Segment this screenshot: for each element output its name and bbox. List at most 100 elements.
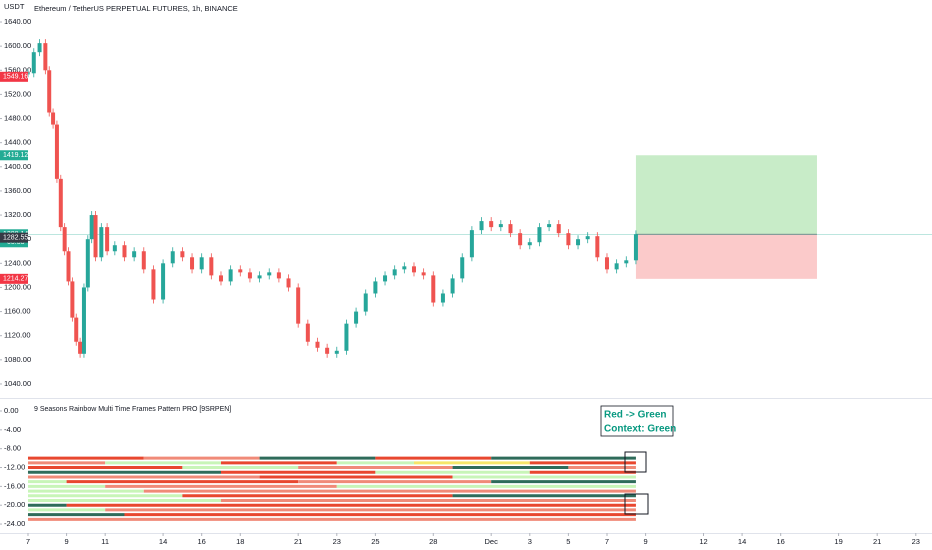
y-tick-label: 1200.00	[4, 282, 31, 291]
candle-body	[585, 236, 590, 240]
candle-body	[199, 257, 204, 270]
candle-body	[31, 52, 36, 74]
candle-body	[479, 221, 484, 231]
x-tick-label: 14	[159, 537, 167, 546]
candle-body	[421, 272, 426, 276]
x-tick-label: 23	[333, 537, 341, 546]
x-tick-label: 7	[26, 537, 30, 546]
candle-body	[527, 242, 532, 246]
x-tick-label: 12	[699, 537, 707, 546]
y-tick-label: 1560.00	[4, 65, 31, 74]
candle-body	[595, 236, 600, 258]
y-tick-label: 1440.00	[4, 138, 31, 147]
candle-body	[93, 215, 98, 258]
candle-body	[624, 260, 629, 264]
candle-body	[54, 124, 59, 179]
candle-body	[112, 245, 117, 252]
candle-body	[354, 311, 359, 324]
candle-body	[132, 251, 137, 258]
highlight-box	[624, 493, 649, 515]
candle-body	[267, 272, 272, 276]
signal-box	[600, 405, 674, 437]
candle-body	[81, 287, 86, 354]
x-tick-label: 28	[429, 537, 437, 546]
y-tick-label: -24.00	[4, 519, 25, 528]
candle-body	[402, 266, 407, 270]
y-tick-label: 1320.00	[4, 210, 31, 219]
candle-body	[286, 278, 291, 288]
x-tick-label: 16	[198, 537, 206, 546]
candle-body	[276, 272, 281, 279]
candle-body	[170, 251, 175, 264]
price-tag	[0, 71, 28, 82]
candle-body	[498, 224, 503, 228]
candle-body	[614, 263, 619, 270]
candle-body	[89, 215, 94, 240]
y-tick-label: 0.00	[4, 406, 19, 415]
candle-body	[151, 269, 156, 300]
context-text: Context: Green	[604, 424, 676, 435]
candle-body	[518, 233, 523, 246]
price-tag-label: 1419.12	[3, 152, 28, 159]
candle-body	[74, 317, 79, 342]
candle-body	[604, 257, 609, 270]
y-tick-label: -12.00	[4, 463, 25, 472]
candle-body	[469, 230, 474, 258]
candle-body	[392, 269, 397, 276]
candle-body	[47, 70, 52, 113]
x-tick-label: 14	[738, 537, 746, 546]
candle-body	[373, 281, 378, 294]
candle-body	[344, 323, 349, 351]
price-tag-label: 1282.55	[3, 234, 28, 241]
price-tag	[0, 150, 28, 161]
candle-body	[547, 224, 552, 228]
candle-body	[440, 293, 445, 303]
candle-body	[99, 227, 104, 258]
x-tick-label: 3	[528, 537, 532, 546]
chart-title: Ethereum / TetherUS PERPETUAL FUTURES, 1…	[34, 4, 238, 13]
candle-body	[228, 269, 233, 282]
candle-body	[78, 341, 83, 354]
y-tick-label: 1480.00	[4, 114, 31, 123]
candle-body	[450, 278, 455, 294]
x-tick-label: 23	[912, 537, 920, 546]
x-tick-label: Dec	[485, 537, 499, 546]
candle-body	[633, 234, 638, 261]
loss-zone	[635, 234, 817, 279]
x-tick-label: 9	[64, 537, 68, 546]
candle-body	[305, 323, 310, 342]
x-tick-label: 7	[605, 537, 609, 546]
y-tick-label: 1640.00	[4, 17, 31, 26]
profit-zone	[635, 155, 817, 235]
price-tag	[0, 273, 28, 284]
candle-body	[460, 257, 465, 279]
candle-body	[363, 293, 368, 312]
candle-body	[489, 221, 494, 228]
candle-body	[209, 257, 214, 276]
x-tick-label: 11	[101, 537, 109, 546]
candle-body	[43, 43, 48, 71]
y-axis-unit: USDT	[4, 2, 25, 11]
candle-body	[537, 227, 542, 243]
candle-body	[315, 341, 320, 348]
candle-body	[105, 227, 110, 252]
x-tick-label: 9	[644, 537, 648, 546]
y-tick-label: -4.00	[4, 425, 21, 434]
candle-body	[218, 275, 223, 282]
candle-body	[62, 227, 67, 252]
y-tick-label: 1400.00	[4, 162, 31, 171]
candle-body	[122, 245, 127, 258]
x-tick-label: 16	[777, 537, 785, 546]
candle-body	[296, 287, 301, 324]
x-tick-label: 19	[834, 537, 842, 546]
candle-body	[325, 347, 330, 354]
candle-body	[411, 266, 416, 273]
candle-body	[85, 239, 90, 288]
y-tick-label: 1040.00	[4, 379, 31, 388]
candle-body	[70, 281, 75, 318]
x-tick-label: 21	[873, 537, 881, 546]
candle-body	[431, 275, 436, 303]
candle-body	[37, 43, 42, 53]
candle-body	[161, 263, 166, 300]
